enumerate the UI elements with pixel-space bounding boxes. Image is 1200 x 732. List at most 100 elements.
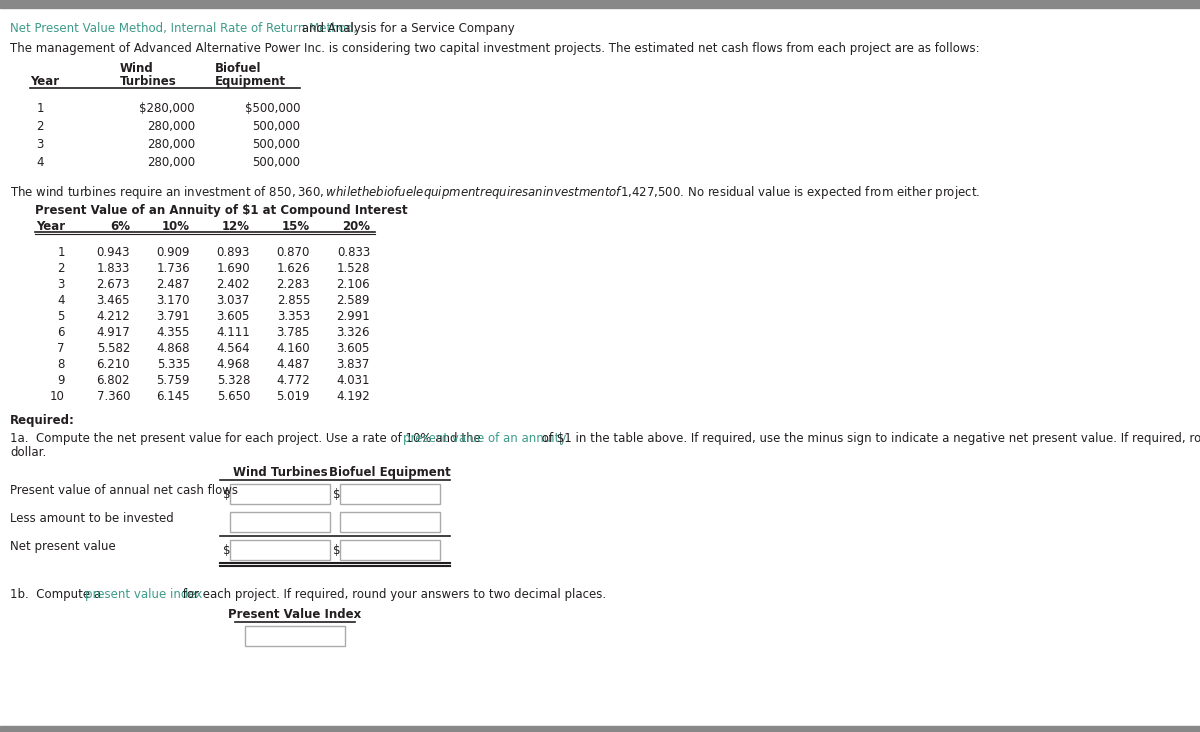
Text: 5.335: 5.335 (157, 358, 190, 371)
Text: 2.855: 2.855 (277, 294, 310, 307)
Text: 4.968: 4.968 (216, 358, 250, 371)
Text: 5.328: 5.328 (217, 374, 250, 387)
Text: 3: 3 (58, 278, 65, 291)
Text: 10%: 10% (162, 220, 190, 233)
Text: 5.019: 5.019 (276, 390, 310, 403)
Text: $: $ (334, 543, 341, 556)
Text: Required:: Required: (10, 414, 74, 427)
Text: 4.111: 4.111 (216, 326, 250, 339)
Text: 1.528: 1.528 (336, 262, 370, 275)
Bar (340, 484, 440, 504)
Text: 4.160: 4.160 (276, 342, 310, 355)
Text: 280,000: 280,000 (146, 156, 194, 169)
Text: Present value of annual net cash flows: Present value of annual net cash flows (10, 484, 238, 497)
Bar (340, 512, 440, 532)
Text: for each project. If required, round your answers to two decimal places.: for each project. If required, round you… (179, 588, 606, 601)
Text: 6%: 6% (110, 220, 130, 233)
Text: $500,000: $500,000 (245, 102, 300, 115)
Text: 2.106: 2.106 (336, 278, 370, 291)
Text: 8: 8 (58, 358, 65, 371)
Text: 4: 4 (58, 294, 65, 307)
Text: 7: 7 (58, 342, 65, 355)
Text: 4.192: 4.192 (336, 390, 370, 403)
Text: The management of Advanced Alternative Power Inc. is considering two capital inv: The management of Advanced Alternative P… (10, 42, 979, 55)
Text: 4.868: 4.868 (156, 342, 190, 355)
Text: 5.759: 5.759 (156, 374, 190, 387)
Text: Net present value: Net present value (10, 540, 115, 553)
Bar (0, 0, 1200, 8)
Text: 280,000: 280,000 (146, 120, 194, 133)
Text: $: $ (223, 488, 230, 501)
Text: 6.145: 6.145 (156, 390, 190, 403)
Text: 1a.  Compute the net present value for each project. Use a rate of 10% and the: 1a. Compute the net present value for ea… (10, 432, 485, 445)
Text: 1.626: 1.626 (276, 262, 310, 275)
Text: 6.210: 6.210 (96, 358, 130, 371)
Text: 1b.  Compute a: 1b. Compute a (10, 588, 104, 601)
Bar (0, 726, 1200, 732)
Text: 0.893: 0.893 (217, 246, 250, 259)
Text: 12%: 12% (222, 220, 250, 233)
Text: 15%: 15% (282, 220, 310, 233)
Text: 4.212: 4.212 (96, 310, 130, 323)
Text: 500,000: 500,000 (252, 156, 300, 169)
Text: 20%: 20% (342, 220, 370, 233)
Bar (230, 512, 330, 532)
Text: Net Present Value Method, Internal Rate of Return Method,: Net Present Value Method, Internal Rate … (10, 22, 358, 35)
Text: 500,000: 500,000 (252, 138, 300, 151)
Text: 6.802: 6.802 (96, 374, 130, 387)
Text: 6: 6 (58, 326, 65, 339)
Text: 3.605: 3.605 (217, 310, 250, 323)
Text: 3.170: 3.170 (156, 294, 190, 307)
Text: The wind turbines require an investment of $850,360, while the biofuel equipment: The wind turbines require an investment … (10, 184, 980, 201)
Text: 3.037: 3.037 (217, 294, 250, 307)
Text: 1: 1 (58, 246, 65, 259)
Text: 500,000: 500,000 (252, 120, 300, 133)
Text: 4: 4 (36, 156, 43, 169)
Bar (245, 626, 346, 646)
Text: Biofuel: Biofuel (215, 62, 262, 75)
Text: 2.991: 2.991 (336, 310, 370, 323)
Text: Year: Year (36, 220, 65, 233)
Text: 4.917: 4.917 (96, 326, 130, 339)
Text: 0.870: 0.870 (277, 246, 310, 259)
Text: 5: 5 (58, 310, 65, 323)
Text: 4.772: 4.772 (276, 374, 310, 387)
Text: 5.650: 5.650 (217, 390, 250, 403)
Text: Wind: Wind (120, 62, 154, 75)
Text: present value of an annuity: present value of an annuity (403, 432, 566, 445)
Text: $: $ (223, 543, 230, 556)
Text: 1.690: 1.690 (216, 262, 250, 275)
Text: 2.402: 2.402 (216, 278, 250, 291)
Text: 4.031: 4.031 (336, 374, 370, 387)
Text: Turbines: Turbines (120, 75, 176, 88)
Text: 9: 9 (58, 374, 65, 387)
Text: and Analysis for a Service Company: and Analysis for a Service Company (298, 22, 515, 35)
Text: 0.943: 0.943 (96, 246, 130, 259)
Text: $: $ (334, 488, 341, 501)
Text: 3.326: 3.326 (336, 326, 370, 339)
Text: 1.833: 1.833 (97, 262, 130, 275)
Text: 3.605: 3.605 (337, 342, 370, 355)
Text: 3.465: 3.465 (96, 294, 130, 307)
Text: 1: 1 (36, 102, 43, 115)
Text: Present Value Index: Present Value Index (228, 608, 361, 621)
Text: 4.564: 4.564 (216, 342, 250, 355)
Text: Less amount to be invested: Less amount to be invested (10, 512, 174, 525)
Bar (230, 484, 330, 504)
Text: 2.487: 2.487 (156, 278, 190, 291)
Text: 4.487: 4.487 (276, 358, 310, 371)
Text: 5.582: 5.582 (97, 342, 130, 355)
Text: 3: 3 (36, 138, 43, 151)
Text: 10: 10 (50, 390, 65, 403)
Text: 2.589: 2.589 (336, 294, 370, 307)
Text: dollar.: dollar. (10, 446, 47, 459)
Text: 280,000: 280,000 (146, 138, 194, 151)
Text: 0.833: 0.833 (337, 246, 370, 259)
Text: 3.837: 3.837 (337, 358, 370, 371)
Text: 2.283: 2.283 (276, 278, 310, 291)
Text: of $1 in the table above. If required, use the minus sign to indicate a negative: of $1 in the table above. If required, u… (538, 432, 1200, 445)
Text: 3.791: 3.791 (156, 310, 190, 323)
Text: Biofuel Equipment: Biofuel Equipment (329, 466, 451, 479)
Text: $280,000: $280,000 (139, 102, 194, 115)
Bar (230, 540, 330, 560)
